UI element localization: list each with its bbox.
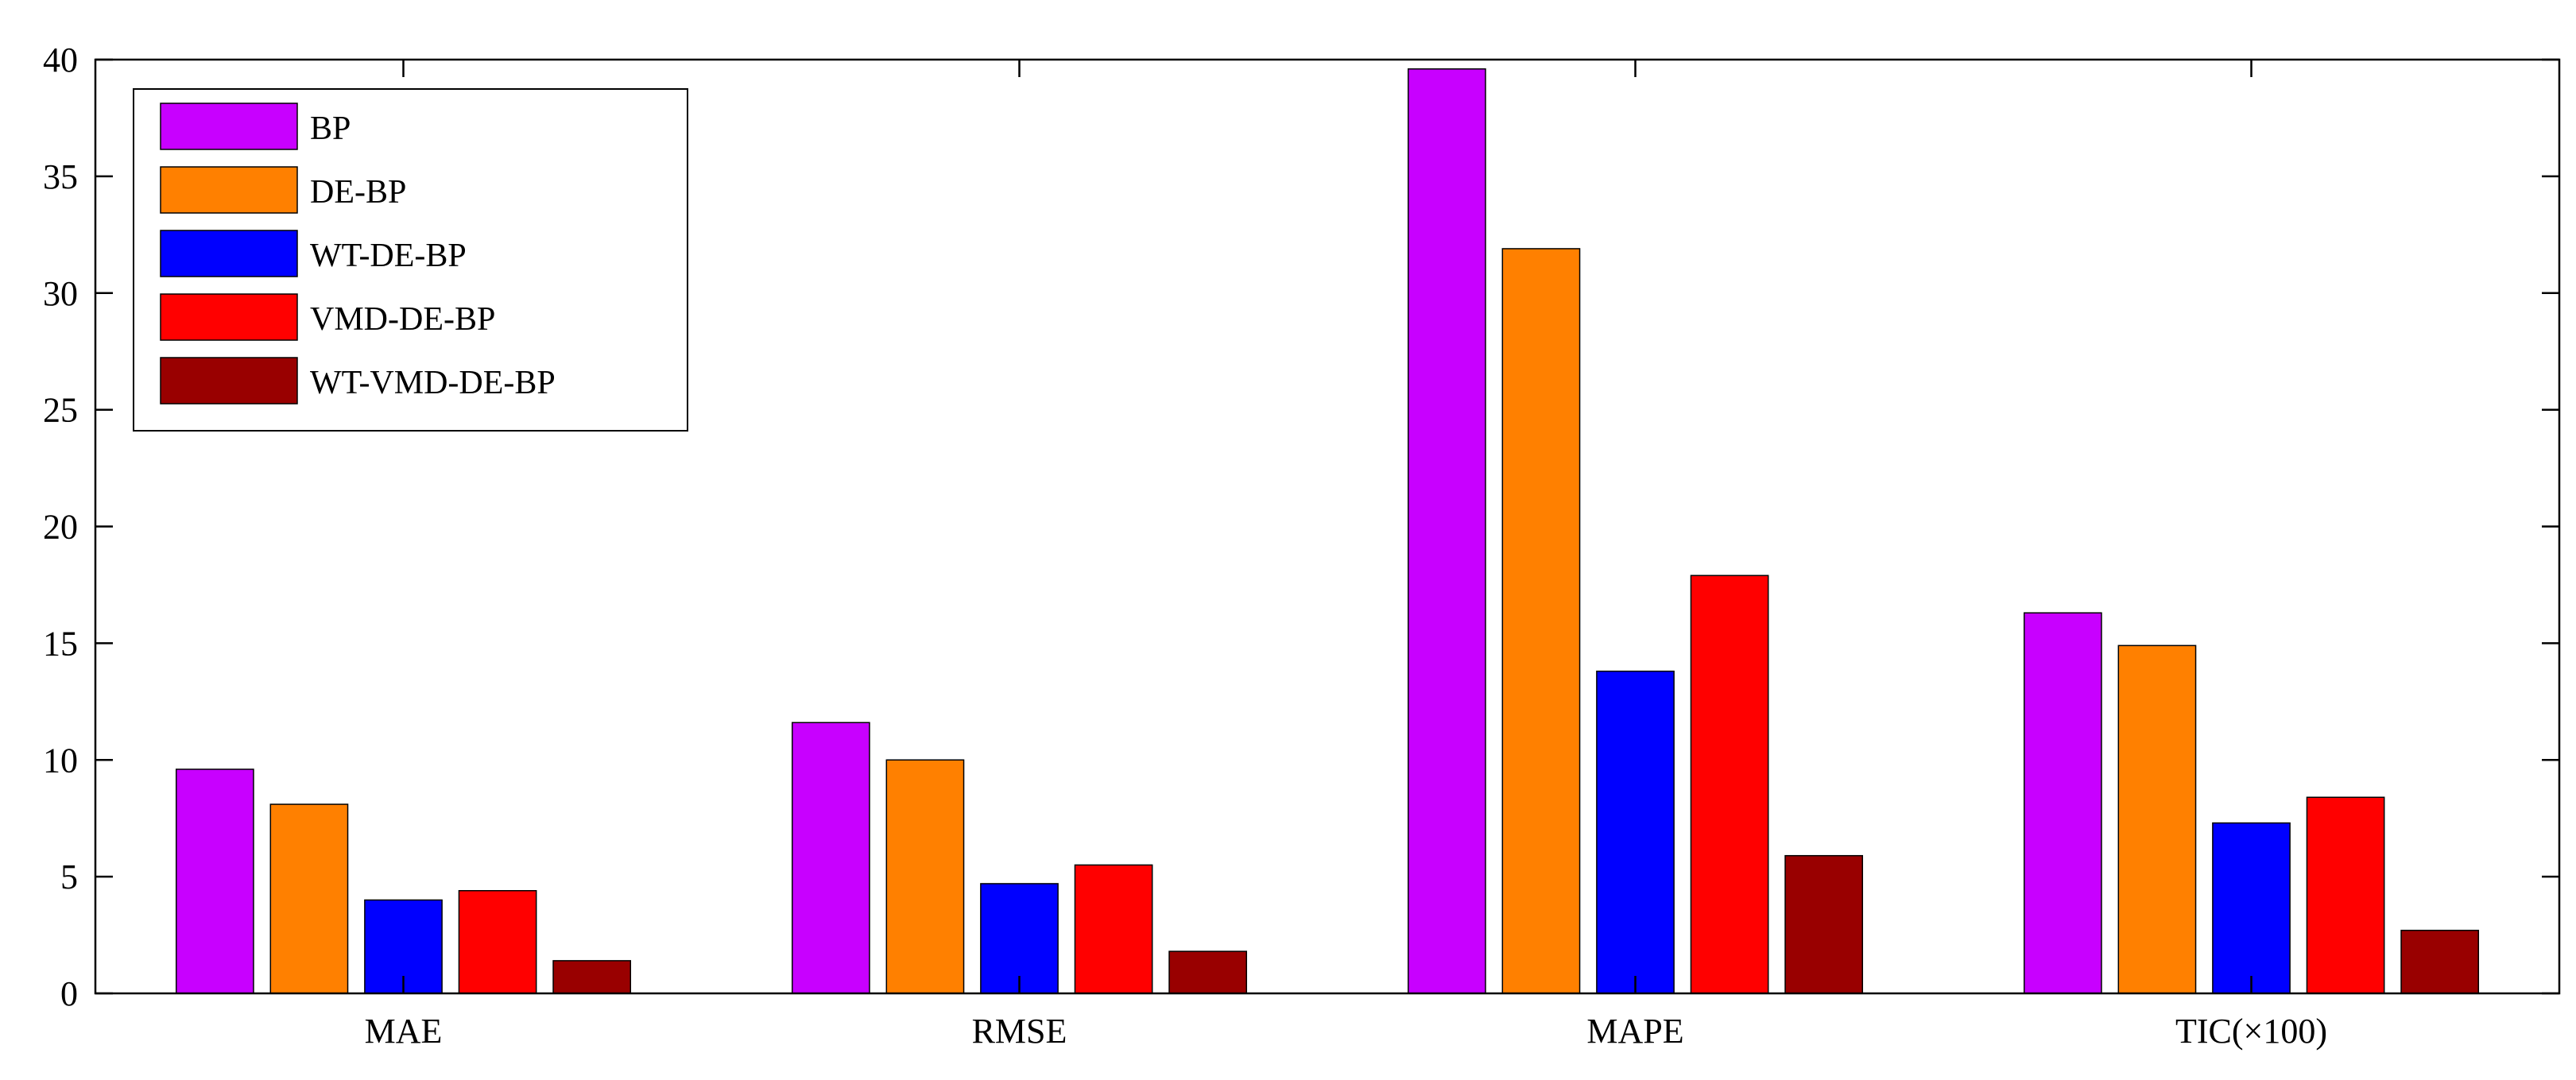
y-tick-label: 25 [43, 391, 78, 430]
y-tick-label: 40 [43, 41, 78, 79]
x-axis: MAE RMSE MAPE TIC(×100) [365, 60, 2327, 1051]
y-tick-label: 30 [43, 274, 78, 313]
legend-swatch [160, 293, 298, 341]
bar-bp-2 [791, 722, 870, 994]
bar-wt-de-bp-2 [980, 883, 1059, 994]
legend-label: BP [310, 110, 351, 147]
bar-bp-1 [175, 768, 254, 994]
legend-label: WT-DE-BP [310, 238, 467, 274]
legend: BP DE-BP WT-DE-BP VMD-DE-BP WT-VMD-DE-BP [133, 88, 688, 432]
y-tick-label: 20 [43, 508, 78, 547]
y-tick-label: 35 [43, 157, 78, 196]
bar-de-bp-3 [1501, 248, 1581, 994]
y-tick-label: 0 [60, 974, 78, 1013]
bar-vmd-de-bp-2 [1074, 864, 1153, 994]
legend-swatch [160, 166, 298, 214]
bar-wt-de-bp-3 [1596, 670, 1675, 994]
legend-label: WT-VMD-DE-BP [310, 365, 556, 401]
bar-bp-4 [2023, 612, 2102, 994]
legend-swatch [160, 357, 298, 405]
y-tick-label: 15 [43, 624, 78, 663]
y-tick-label: 10 [43, 741, 78, 780]
bar-bp-3 [1407, 68, 1486, 994]
bar-vmd-de-bp-4 [2306, 796, 2385, 994]
legend-label: VMD-DE-BP [310, 301, 495, 338]
bar-vmd-de-bp-1 [458, 890, 537, 994]
bar-de-bp-1 [269, 803, 349, 994]
x-tick-label: RMSE [972, 1012, 1067, 1051]
bar-wt-vmd-de-bp-4 [2400, 929, 2480, 994]
bars-group [175, 68, 2480, 994]
bar-wt-vmd-de-bp-1 [552, 960, 632, 994]
x-tick-label: MAPE [1586, 1012, 1683, 1051]
legend-label: DE-BP [310, 174, 406, 211]
bar-wt-de-bp-4 [2212, 822, 2291, 994]
bar-wt-de-bp-1 [364, 899, 443, 994]
legend-swatch [160, 103, 298, 150]
y-axis: 0 5 10 15 20 25 30 35 40 [43, 41, 2559, 1013]
x-tick-label: MAE [365, 1012, 443, 1051]
bar-vmd-de-bp-3 [1690, 575, 1769, 994]
legend-swatch [160, 230, 298, 277]
bar-wt-vmd-de-bp-2 [1168, 950, 1248, 994]
x-tick-label: TIC(×100) [2175, 1012, 2327, 1051]
y-tick-label: 5 [60, 857, 78, 896]
bar-de-bp-4 [2117, 645, 2197, 994]
bar-de-bp-2 [885, 759, 965, 994]
bar-wt-vmd-de-bp-3 [1784, 854, 1864, 994]
